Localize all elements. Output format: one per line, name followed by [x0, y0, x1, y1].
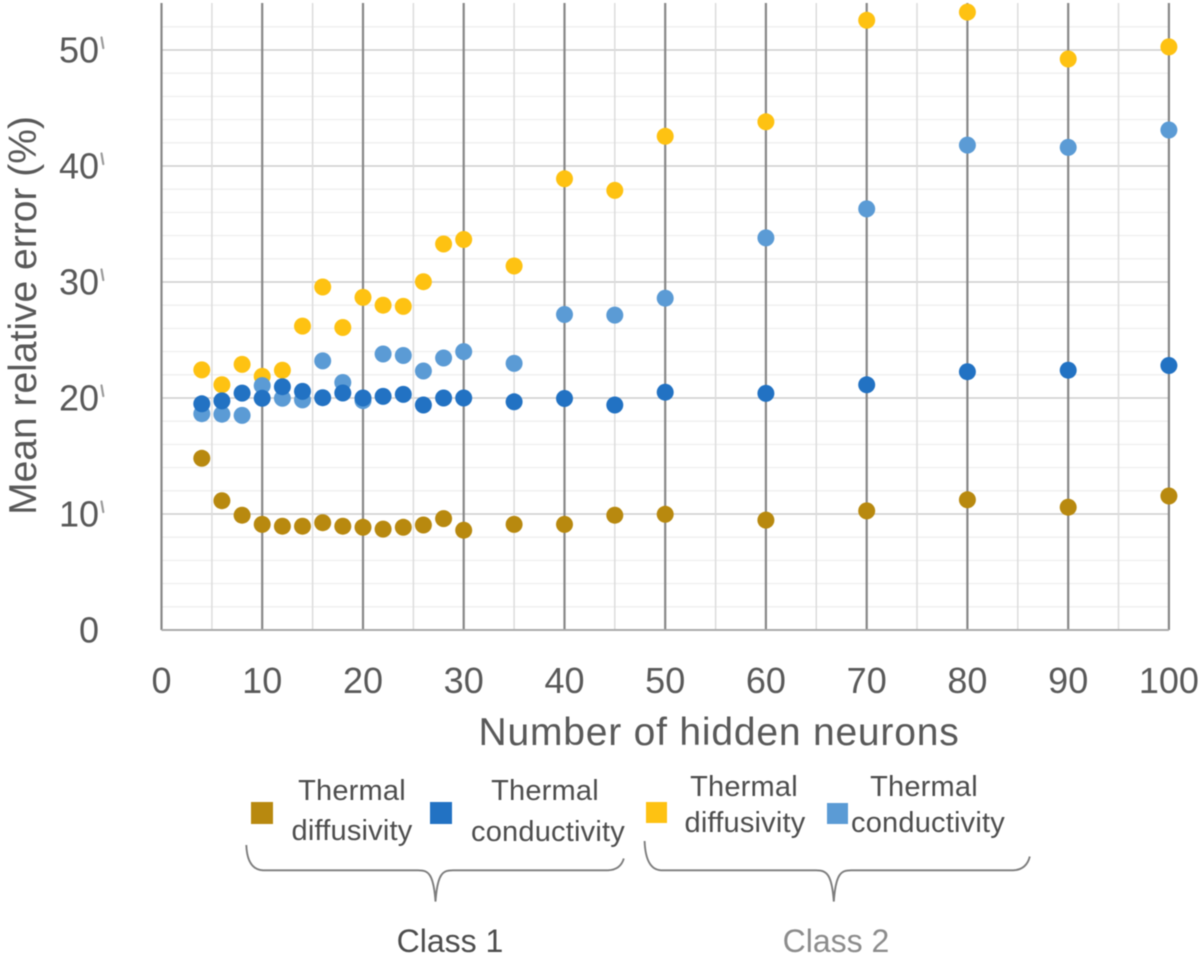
svg-text:conductivity: conductivity [471, 816, 625, 848]
svg-text:Class 2: Class 2 [783, 923, 890, 958]
svg-text:40: 40 [544, 660, 584, 701]
svg-text:20: 20 [343, 660, 383, 701]
svg-text:20: 20 [59, 378, 99, 419]
svg-text:10: 10 [242, 660, 282, 701]
svg-text:Thermal: Thermal [298, 775, 406, 807]
svg-text:Thermal: Thermal [690, 771, 798, 803]
svg-text:50: 50 [59, 30, 99, 71]
svg-text:60: 60 [746, 660, 786, 701]
svg-text:70: 70 [847, 660, 887, 701]
svg-text:conductivity: conductivity [851, 807, 1005, 839]
svg-text:Thermal: Thermal [491, 775, 599, 807]
svg-text:10: 10 [59, 494, 99, 535]
svg-text:diffusivity: diffusivity [292, 815, 413, 847]
svg-text:40: 40 [59, 146, 99, 187]
svg-text:100: 100 [1139, 660, 1199, 701]
svg-text:Number of hidden neurons: Number of hidden neurons [479, 711, 960, 754]
svg-text:30: 30 [444, 660, 484, 701]
svg-text:diffusivity: diffusivity [685, 807, 806, 839]
svg-text:80: 80 [947, 660, 987, 701]
svg-text:Class 1: Class 1 [397, 923, 504, 958]
svg-text:Thermal: Thermal [870, 771, 978, 803]
svg-text:50: 50 [645, 660, 685, 701]
svg-text:Mean relative error (%): Mean relative error (%) [2, 116, 45, 515]
svg-text:0: 0 [151, 660, 171, 701]
svg-text:0: 0 [79, 610, 99, 651]
svg-text:30: 30 [59, 262, 99, 303]
svg-text:90: 90 [1048, 660, 1088, 701]
